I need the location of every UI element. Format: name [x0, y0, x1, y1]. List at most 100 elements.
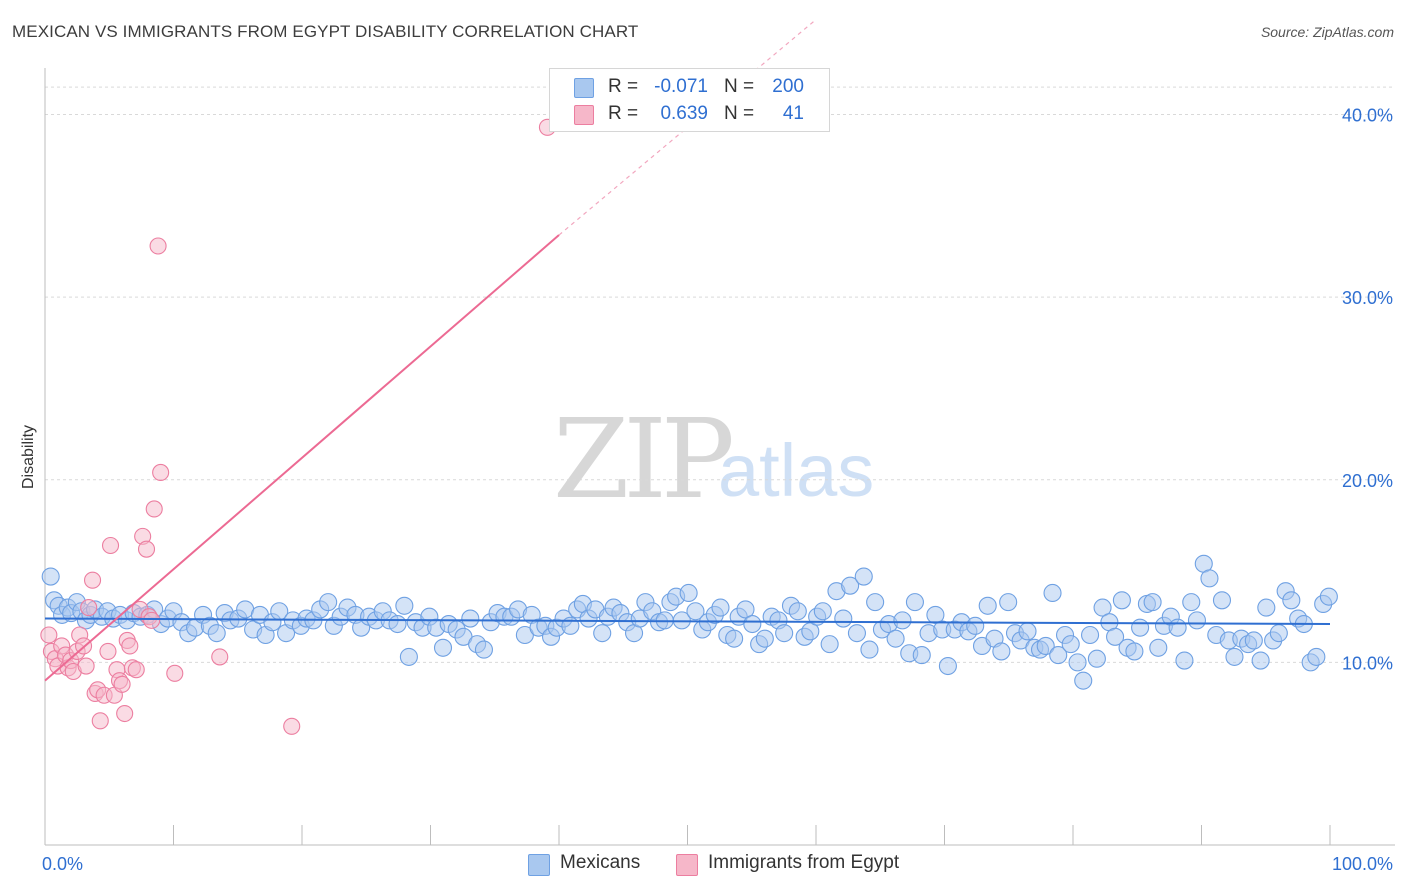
egypt-point: [121, 637, 139, 655]
mexicans-point: [854, 567, 873, 586]
egypt-point: [40, 626, 58, 644]
bottom-legend-label-mexicans: Mexicans: [560, 852, 641, 873]
mexicans-point: [725, 629, 744, 648]
egypt-point: [283, 717, 301, 735]
mexicans-point: [893, 611, 912, 630]
mexicans-point: [1018, 622, 1037, 641]
mexicans-point: [1087, 649, 1106, 668]
mexicans-point: [593, 624, 612, 643]
mexicans-point: [679, 583, 698, 603]
egypt-point: [149, 237, 167, 255]
egypt-point: [80, 599, 98, 617]
egypt-point: [152, 463, 170, 482]
correlation-legend: R = -0.071 N = 200 R = 0.639 N = 41: [549, 68, 830, 132]
mexicans-point: [1149, 638, 1168, 657]
bottom-legend-swatch-mexicans: [528, 854, 550, 876]
mexicans-point: [433, 638, 453, 657]
mexicans-point: [820, 635, 839, 654]
mexicans-point: [1251, 651, 1270, 670]
watermark-zip: ZIP: [553, 395, 735, 523]
watermark-atlas: atlas: [718, 429, 875, 512]
mexicans-point: [1049, 646, 1068, 665]
egypt-point: [113, 675, 131, 693]
y-tick-label: 30.0%: [1342, 288, 1393, 308]
mexicans-point: [813, 602, 832, 621]
mexicans-point: [1187, 611, 1207, 630]
source-label: Source: ZipAtlas.com: [1260, 24, 1394, 40]
mexicans-point: [926, 605, 945, 624]
mexicans-point: [992, 642, 1011, 661]
mexicans-trend-line: [44, 617, 1331, 626]
egypt-point: [166, 664, 184, 682]
mexicans-point: [1257, 598, 1276, 617]
mexicans-point: [1061, 635, 1080, 654]
legend-row-egypt: R = 0.639 N = 41: [550, 101, 829, 127]
mexicans-point: [938, 656, 957, 676]
egypt-point: [143, 611, 161, 629]
mexicans-point: [736, 600, 755, 619]
mexicans-point: [743, 614, 762, 634]
egypt-point: [91, 712, 109, 730]
x-tick-label: 0.0%: [42, 854, 83, 874]
mexicans-point: [1131, 618, 1150, 637]
legend-r-label: R =: [608, 76, 639, 97]
mexicans-point: [847, 624, 866, 643]
mexicans-point: [1182, 593, 1201, 612]
mexicans-point: [1036, 636, 1055, 655]
mexicans-point: [788, 602, 807, 621]
legend-n-label: N =: [724, 76, 755, 97]
egypt-point: [116, 704, 134, 723]
mexicans-point: [711, 598, 730, 617]
mexicans-point: [866, 593, 885, 612]
mexicans-point: [1282, 591, 1301, 610]
mexicans-point: [1074, 671, 1093, 690]
mexicans-point: [1168, 618, 1187, 637]
legend-r-value: 0.639: [660, 103, 708, 124]
mexicans-point: [1307, 647, 1326, 666]
mexicans-point: [474, 640, 493, 659]
egypt-point: [211, 648, 229, 666]
mexicans-point: [207, 624, 226, 643]
mexicans-point: [1200, 569, 1219, 588]
mexicans-point: [801, 622, 820, 641]
y-tick-label: 20.0%: [1342, 471, 1393, 491]
egypt-point: [127, 661, 145, 679]
legend-row-mexicans: R = -0.071 N = 200: [550, 74, 829, 100]
mexicans-point: [388, 614, 407, 634]
egypt-point: [101, 536, 120, 555]
legend-n-value: 41: [782, 103, 804, 124]
legend-swatch-egypt: [574, 105, 594, 125]
mexicans-point: [1125, 642, 1144, 661]
mexicans-point: [1212, 591, 1232, 610]
mexicans-point: [1112, 591, 1131, 610]
mexicans-point: [461, 609, 480, 628]
x-tick-label: 100.0%: [1332, 854, 1393, 874]
mexicans-point: [999, 593, 1018, 612]
mexicans-point: [395, 596, 414, 615]
legend-swatch-mexicans: [574, 78, 594, 98]
bottom-legend-swatch-egypt: [676, 854, 698, 876]
legend-n-value: 200: [772, 76, 804, 97]
mexicans-point: [1143, 593, 1162, 612]
egypt-point: [145, 500, 163, 518]
mexicans-point: [834, 609, 853, 628]
mexicans-point: [1175, 651, 1194, 670]
mexicans-point: [1319, 587, 1338, 606]
mexicans-point: [1269, 624, 1288, 643]
mexicans-point: [1106, 627, 1125, 646]
y-tick-label: 10.0%: [1342, 653, 1393, 673]
mexicans-point: [966, 616, 985, 635]
mexicans-point: [686, 602, 705, 621]
legend-r-label: R =: [608, 103, 639, 124]
legend-r-value: -0.071: [654, 76, 708, 97]
legend-n-label: N =: [724, 103, 755, 124]
mexicans-point: [905, 593, 924, 612]
mexicans-point: [978, 596, 997, 615]
y-tick-label: 40.0%: [1342, 106, 1393, 126]
mexicans-point: [860, 640, 879, 659]
mexicans-point: [775, 624, 794, 643]
mexicans-point: [1043, 583, 1062, 603]
mexicans-point: [399, 647, 418, 666]
egypt-point: [137, 540, 156, 558]
